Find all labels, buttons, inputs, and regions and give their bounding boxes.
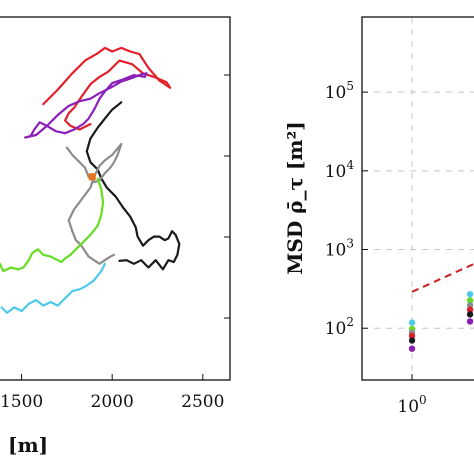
- msd-point-series-6: [466, 318, 474, 325]
- msd-panel: 102 103 104 105 100 MSD ρ̄_τ [m²]: [283, 16, 474, 417]
- trajectory-x-tick-label: 2500: [181, 392, 224, 412]
- trajectory-start-marker: [88, 173, 96, 181]
- msd-y-tick-label: 104: [325, 158, 355, 182]
- trajectory-line-2: [24, 72, 148, 139]
- msd-y-tick-label: 102: [325, 315, 354, 339]
- msd-point-series-1: [466, 291, 474, 298]
- msd-axes-frame: [361, 16, 474, 381]
- trajectory-x-axis-label: [m]: [8, 433, 48, 457]
- msd-y-tick-label: 105: [325, 79, 354, 103]
- trajectory-line-3: [85, 101, 181, 271]
- trajectory-line-1: [42, 46, 172, 131]
- msd-point-series-4: [466, 306, 474, 313]
- msd-point-series-2: [466, 297, 474, 304]
- msd-y-tick-label: 103: [325, 237, 354, 261]
- msd-point-series-5: [408, 337, 416, 344]
- msd-x-tick-label: 100: [397, 393, 426, 417]
- msd-reference-line: [411, 262, 474, 293]
- trajectory-line-4: [65, 142, 123, 265]
- trajectory-axes-frame: [0, 16, 231, 381]
- msd-point-series-5: [466, 311, 474, 318]
- trajectory-x-tick-label: 2000: [91, 392, 134, 412]
- msd-point-series-1: [408, 319, 416, 326]
- trajectory-panel: 1500 2000 2500 [m]: [0, 16, 231, 457]
- trajectory-x-tick-label: 1500: [0, 392, 43, 412]
- msd-y-axis-label: MSD ρ̄_τ [m²]: [283, 121, 307, 274]
- trajectory-line-5: [0, 177, 105, 273]
- msd-point-series-4: [408, 332, 416, 340]
- trajectory-line-6: [0, 262, 107, 314]
- msd-point-series-6: [408, 345, 416, 352]
